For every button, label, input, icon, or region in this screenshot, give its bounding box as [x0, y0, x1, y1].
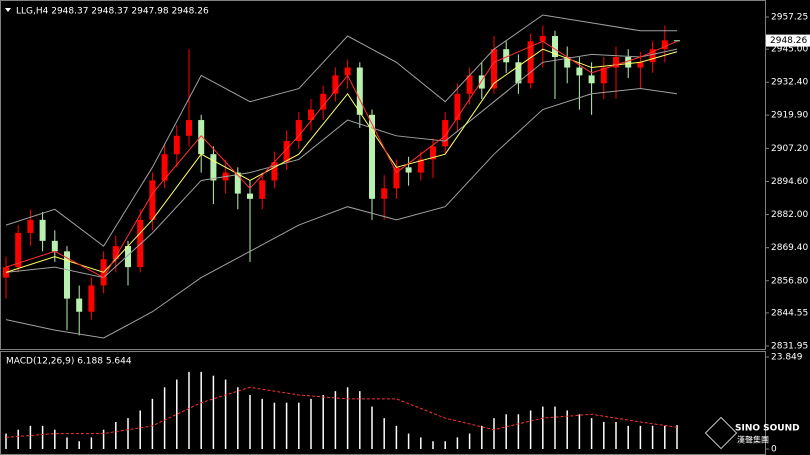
candle-body [381, 188, 388, 199]
candle-body [417, 159, 424, 173]
y-tick-label: 2894.60 [771, 177, 808, 187]
y-tick-label: 2831.95 [771, 342, 808, 352]
macd-title: MACD(12,26,9) 6.188 5.644 [6, 357, 132, 367]
price-marker-label: 2948.26 [770, 36, 807, 46]
candle-body [661, 40, 668, 50]
candle-body [308, 109, 314, 121]
candle-body [527, 41, 534, 84]
candle-body [234, 172, 241, 194]
main-panel-border [0, 0, 766, 350]
overlay-line [5, 88, 678, 339]
y-tick-label: 2945.00 [771, 45, 808, 55]
candle-body [39, 219, 46, 241]
y-tick-label: 23.849 [771, 353, 803, 363]
watermark: SINO SOUND 漢聲集團 [704, 416, 800, 450]
candle-body [76, 298, 83, 312]
candle-body [161, 154, 168, 181]
candle-body [454, 93, 461, 121]
candle-body [552, 36, 558, 58]
candle-body [613, 57, 619, 68]
overlay-line [5, 48, 678, 279]
y-tick-label: 2856.80 [771, 276, 808, 286]
candle-body [625, 57, 632, 68]
y-tick-label: 0 [771, 444, 777, 454]
candle-body [247, 193, 253, 199]
candle-body [51, 240, 58, 252]
candle-body [198, 120, 205, 155]
candle-body [515, 62, 522, 84]
candle-body [320, 93, 327, 110]
candle-body [442, 120, 449, 147]
candle-body [369, 114, 375, 199]
candle-body [88, 285, 95, 312]
candle-body [478, 75, 485, 89]
overlay-line [5, 48, 678, 273]
dropdown-icon [5, 8, 11, 12]
candle-body [466, 75, 473, 94]
candle-body [637, 62, 644, 68]
signal-line [5, 386, 678, 438]
candle-body [491, 49, 497, 89]
y-tick-label: 2919.90 [771, 111, 808, 121]
candle-body [393, 167, 400, 189]
overlay-line [5, 40, 678, 279]
candle-body [210, 154, 217, 181]
candle-body [344, 67, 351, 76]
candle-body [576, 67, 583, 76]
candle-body [356, 67, 363, 115]
candle-body [295, 120, 302, 142]
logo [704, 416, 738, 450]
y-tick-label: 2907.20 [771, 144, 808, 154]
candle-body [600, 67, 607, 84]
y-tick-label: 2932.40 [771, 78, 808, 88]
candle-body [539, 36, 546, 42]
candle-body [64, 251, 70, 299]
candle-body [674, 40, 680, 42]
candle-body [173, 135, 180, 155]
watermark-name: 漢聲集團 [737, 435, 769, 445]
overlay-line [5, 14, 677, 247]
candle-body [125, 246, 131, 268]
candle-body [259, 180, 266, 199]
candle-body [27, 219, 34, 233]
candle-body [649, 49, 656, 63]
candle-body [332, 75, 339, 94]
candle-body [271, 162, 278, 181]
candle-body [283, 141, 290, 163]
y-tick-label: 2882.00 [771, 210, 808, 220]
candle-body [405, 167, 412, 173]
candle-body [15, 232, 22, 268]
candle-body [112, 246, 119, 260]
candle-body [430, 146, 436, 160]
price-marker [766, 34, 810, 47]
y-tick-label: 2957.25 [771, 12, 808, 22]
candle-body [503, 49, 510, 63]
candle-body [588, 75, 595, 84]
candle-body [186, 120, 192, 136]
candle-body [149, 180, 156, 220]
watermark-brand: SINO SOUND [735, 424, 800, 434]
candle-body [564, 57, 571, 68]
chart-title: LLG,H4 2948.37 2948.37 2947.98 2948.26 [16, 7, 209, 17]
y-tick-label: 2844.55 [771, 308, 808, 318]
y-tick-label: 2869.40 [771, 243, 808, 253]
